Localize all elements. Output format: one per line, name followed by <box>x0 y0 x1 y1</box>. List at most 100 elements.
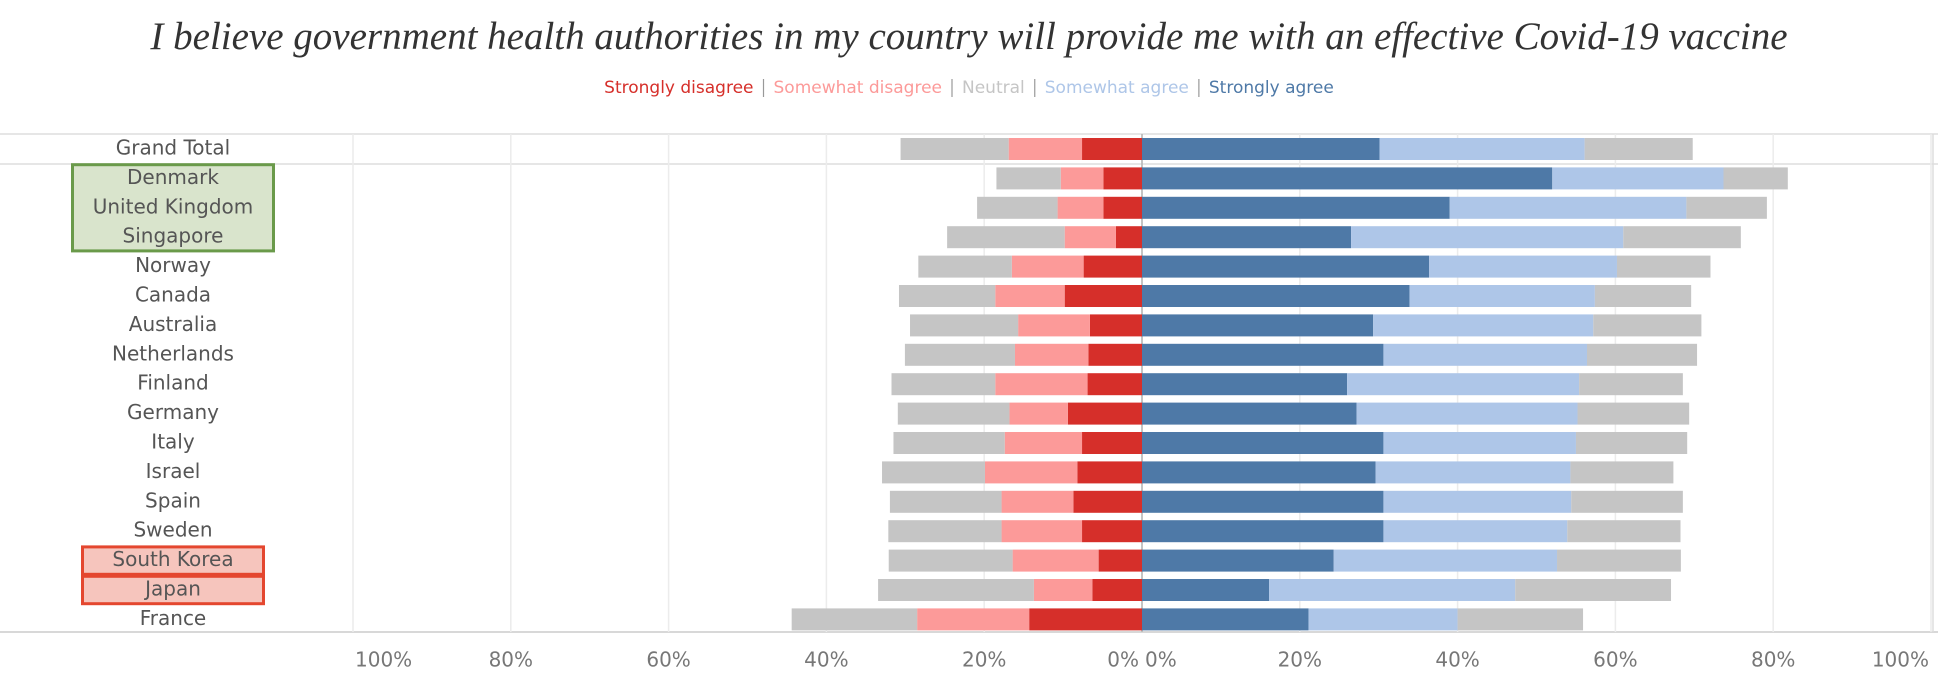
bar <box>1584 138 1693 160</box>
bar <box>1018 314 1090 337</box>
bar <box>1586 343 1698 366</box>
x-tick-label: 20% <box>1278 648 1322 672</box>
bar <box>1383 520 1568 543</box>
category-label: Grand Total <box>116 136 230 160</box>
bar <box>1142 314 1374 337</box>
bar <box>1142 167 1553 190</box>
bar <box>1616 255 1711 278</box>
bar <box>1083 255 1142 278</box>
highlight-box <box>81 545 265 576</box>
bar <box>1142 226 1352 249</box>
bar <box>1356 402 1578 425</box>
bar <box>995 373 1088 396</box>
bar <box>1089 314 1142 337</box>
bar <box>1373 314 1594 337</box>
legend-label: Somewhat agree <box>1045 78 1189 98</box>
bar <box>1077 461 1142 484</box>
bar <box>1142 490 1384 513</box>
bar <box>1103 167 1142 190</box>
x-tick-label: 80% <box>1751 648 1795 672</box>
category-label: Israel <box>146 459 201 483</box>
bar <box>1073 490 1142 513</box>
chart-title: I believe government health authorities … <box>149 15 1787 58</box>
bar <box>1383 343 1587 366</box>
bar <box>1008 138 1083 160</box>
bar <box>1087 373 1142 396</box>
bar <box>904 343 1015 366</box>
bar <box>1593 314 1702 337</box>
category-label: Finland <box>137 371 208 395</box>
bar <box>1142 608 1309 631</box>
bar <box>1001 490 1074 513</box>
bar <box>1575 432 1688 454</box>
category-label: France <box>140 606 207 630</box>
category-label: Netherlands <box>112 341 234 365</box>
bar <box>1579 373 1683 396</box>
category-label: Sweden <box>133 518 212 542</box>
bar <box>888 520 1002 543</box>
bar <box>1014 343 1089 366</box>
bar <box>888 549 1013 572</box>
x-tick-label: 60% <box>646 648 690 672</box>
bar <box>1142 432 1384 454</box>
category-label: Australia <box>129 312 217 336</box>
bar <box>1333 549 1558 572</box>
bar <box>1092 579 1142 601</box>
bar <box>1557 549 1681 572</box>
x-tick-label: 0% <box>1145 648 1177 672</box>
bar <box>1057 196 1104 219</box>
bar <box>1142 579 1270 601</box>
bar <box>1012 549 1099 572</box>
category-label: Canada <box>135 283 211 307</box>
bar <box>1577 402 1690 425</box>
bar <box>1375 461 1571 484</box>
bar <box>1142 255 1430 278</box>
bar <box>1571 490 1683 513</box>
x-tick-label: 80% <box>489 648 533 672</box>
bar <box>910 314 1019 337</box>
legend-label: Neutral <box>962 78 1025 98</box>
bar <box>891 373 996 396</box>
x-tick-label: 40% <box>804 648 848 672</box>
bar <box>1686 196 1767 219</box>
bar <box>1347 373 1580 396</box>
bar <box>1064 226 1116 249</box>
category-label: Denmark <box>127 165 219 189</box>
bar <box>1064 285 1142 307</box>
highlight-box <box>71 163 275 253</box>
bar <box>1001 520 1083 543</box>
bar <box>1351 226 1624 249</box>
bar <box>1429 255 1617 278</box>
highlight-box <box>81 574 265 606</box>
bar <box>1060 167 1104 190</box>
category-label: Japan <box>143 577 201 601</box>
x-tick-label: 100% <box>1872 648 1929 672</box>
bar <box>1594 285 1692 307</box>
bar <box>1570 461 1674 484</box>
category-label: Singapore <box>123 224 224 248</box>
bar <box>791 608 918 631</box>
bar <box>1723 167 1788 190</box>
bar <box>1142 343 1384 366</box>
bar <box>977 196 1058 219</box>
bar <box>1082 432 1142 454</box>
x-tick-label: 20% <box>962 648 1006 672</box>
category-label: United Kingdom <box>93 194 254 218</box>
x-tick-label: 0% <box>1107 648 1139 672</box>
x-tick-label: 100% <box>355 648 412 672</box>
legend-label: Strongly disagree <box>604 78 753 98</box>
bar <box>1515 579 1672 601</box>
bar <box>1142 285 1410 307</box>
bar <box>1115 226 1142 249</box>
bar <box>1379 138 1585 160</box>
bar <box>1009 402 1068 425</box>
bar <box>1142 373 1348 396</box>
bar <box>1098 549 1142 572</box>
bar <box>1269 579 1516 601</box>
bar <box>1033 579 1093 601</box>
bar <box>1142 461 1376 484</box>
bar <box>900 138 1009 160</box>
bar <box>1409 285 1595 307</box>
legend: Strongly disagree Somewhat disagree Neutra… <box>604 78 1334 98</box>
